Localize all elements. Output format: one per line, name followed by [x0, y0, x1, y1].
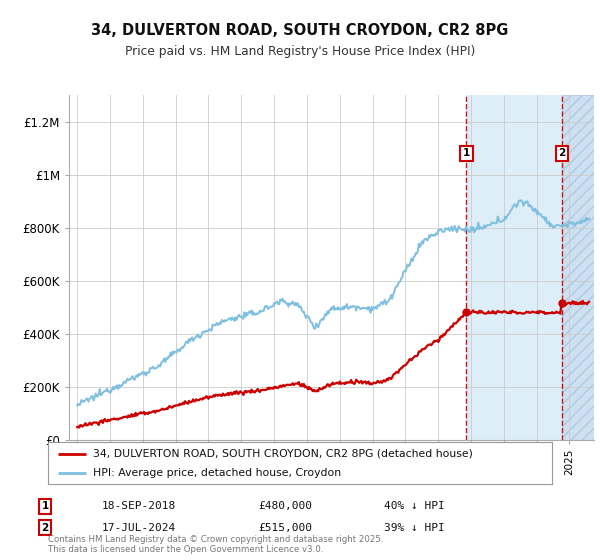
- Text: 34, DULVERTON ROAD, SOUTH CROYDON, CR2 8PG: 34, DULVERTON ROAD, SOUTH CROYDON, CR2 8…: [91, 24, 509, 38]
- Text: 2: 2: [41, 522, 49, 533]
- Text: 18-SEP-2018: 18-SEP-2018: [102, 501, 176, 511]
- Text: 17-JUL-2024: 17-JUL-2024: [102, 522, 176, 533]
- Text: 40% ↓ HPI: 40% ↓ HPI: [384, 501, 445, 511]
- Text: Price paid vs. HM Land Registry's House Price Index (HPI): Price paid vs. HM Land Registry's House …: [125, 45, 475, 58]
- Bar: [562, 95, 594, 440]
- Text: 34, DULVERTON ROAD, SOUTH CROYDON, CR2 8PG (detached house): 34, DULVERTON ROAD, SOUTH CROYDON, CR2 8…: [94, 449, 473, 459]
- Text: 2: 2: [558, 148, 565, 158]
- Text: £480,000: £480,000: [258, 501, 312, 511]
- Text: 1: 1: [463, 148, 470, 158]
- Bar: [562, 95, 594, 440]
- Text: £515,000: £515,000: [258, 522, 312, 533]
- Text: 39% ↓ HPI: 39% ↓ HPI: [384, 522, 445, 533]
- Bar: [466, 95, 562, 440]
- Text: Contains HM Land Registry data © Crown copyright and database right 2025.
This d: Contains HM Land Registry data © Crown c…: [48, 535, 383, 554]
- Text: HPI: Average price, detached house, Croydon: HPI: Average price, detached house, Croy…: [94, 468, 341, 478]
- Text: 1: 1: [41, 501, 49, 511]
